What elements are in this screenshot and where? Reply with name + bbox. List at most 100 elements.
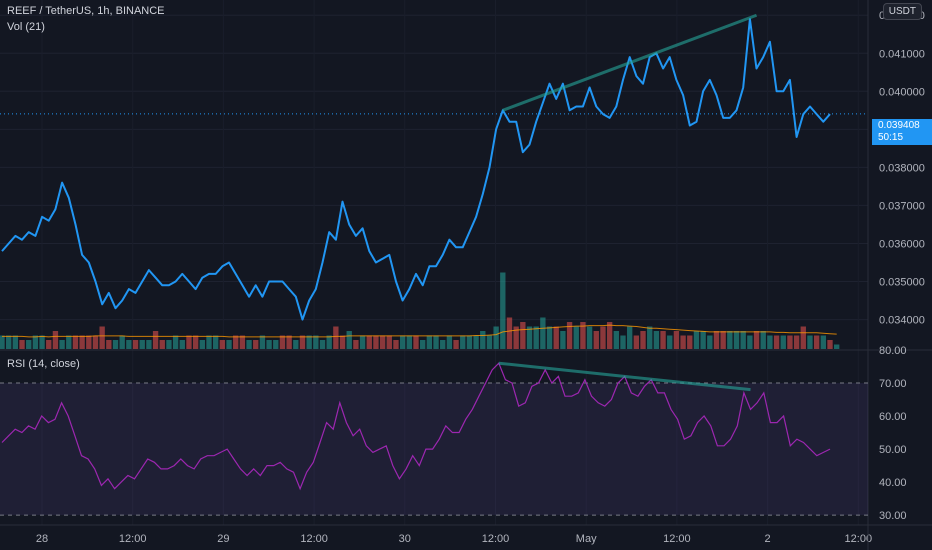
volume-bar (12, 335, 19, 349)
volume-bar (66, 335, 72, 349)
rsi-tick-label: 80.00 (879, 345, 907, 357)
volume-bar (506, 317, 513, 349)
volume-bar (733, 331, 740, 349)
volume-bar (466, 335, 473, 349)
volume-bar (493, 326, 499, 349)
volume-bar (807, 335, 813, 349)
volume-bar (333, 326, 339, 349)
volume-bar (206, 335, 212, 349)
price-tick-label: 0.034000 (879, 315, 925, 327)
currency-button[interactable]: USDT (882, 3, 922, 20)
volume-bar (279, 335, 286, 349)
volume-bar (106, 340, 112, 349)
volume-bar (286, 335, 292, 349)
volume-bar (707, 335, 713, 349)
volume-bar (132, 340, 139, 349)
volume-bar (760, 331, 766, 349)
price-tick-label: 0.041000 (879, 48, 925, 60)
volume-bar (740, 331, 746, 349)
volume-bar (26, 340, 32, 349)
volume-bar (306, 335, 312, 349)
volume-bar (526, 326, 533, 349)
volume-bar (486, 335, 493, 349)
volume-bar (319, 340, 326, 349)
volume-bar (172, 335, 179, 349)
volume-bar (800, 326, 806, 349)
volume-bar (253, 340, 259, 349)
volume-bar (520, 322, 526, 349)
volume-bar (199, 340, 205, 349)
volume-bar (19, 340, 25, 349)
volume-bar (827, 340, 833, 349)
volume-bar (773, 335, 780, 349)
volume-bar (720, 331, 726, 349)
volume-bar (793, 335, 800, 349)
volume-bar (373, 335, 379, 349)
time-tick-label: 12:00 (845, 533, 873, 545)
volume-bar (747, 335, 753, 349)
volume-bar (126, 340, 132, 349)
volume-bar (79, 335, 85, 349)
volume-bar (546, 326, 553, 349)
volume-bar (213, 335, 219, 349)
price-tick-label: 0.040000 (879, 86, 925, 98)
time-tick-label: 28 (36, 533, 48, 545)
volume-bar (119, 335, 125, 349)
volume-bar (353, 340, 359, 349)
volume-bar (226, 340, 232, 349)
volume-bar (233, 335, 239, 349)
volume-bar (326, 335, 332, 349)
volume-bar (86, 335, 92, 349)
rsi-line (1, 362, 831, 491)
rsi-tick-label: 50.00 (879, 444, 907, 456)
volume-bar (259, 335, 266, 349)
volume-bar (680, 335, 686, 349)
volume-bar (426, 335, 433, 349)
volume-bar (379, 335, 386, 349)
time-tick-label: 29 (217, 533, 229, 545)
volume-bar (440, 340, 446, 349)
volume-bar (420, 340, 426, 349)
rsi-legend[interactable]: RSI (14, close) (7, 358, 80, 370)
price-tick-label: 0.037000 (879, 200, 925, 212)
rsi-trendline (498, 361, 751, 392)
symbol-legend[interactable]: REEF / TetherUS, 1h, BINANCE (7, 5, 165, 17)
volume-bar (386, 335, 392, 349)
volume-bar (693, 331, 700, 349)
volume-bar (399, 335, 406, 349)
time-tick-label: May (576, 533, 597, 545)
volume-bar (406, 335, 412, 349)
volume-bar (566, 322, 573, 349)
volume-bar (186, 335, 192, 349)
volume-bar (39, 335, 45, 349)
volume-bar (99, 326, 105, 349)
volume-bar (393, 340, 399, 349)
price-trendline (502, 13, 758, 112)
volume-bar (780, 335, 786, 349)
volume-bar (473, 335, 479, 349)
volume-bar (139, 340, 145, 349)
volume-bar (460, 335, 466, 349)
volume-bar (179, 340, 185, 349)
volume-bar (620, 335, 626, 349)
volume-bar (273, 340, 279, 349)
volume-bar (32, 335, 39, 349)
volume-bar (359, 335, 366, 349)
volume-bar (560, 331, 566, 349)
volume-bar (660, 331, 666, 349)
last-price-value: 0.039408 (878, 120, 920, 131)
volume-bar (159, 340, 165, 349)
volume-bar (700, 331, 706, 349)
volume-bar (813, 335, 820, 349)
volume-bar (366, 335, 372, 349)
volume-bar (586, 326, 593, 349)
volume-bar (313, 335, 319, 349)
volume-bar (480, 331, 486, 349)
volume-bar (46, 340, 52, 349)
volume-legend[interactable]: Vol (21) (7, 21, 45, 33)
volume-bar (553, 326, 559, 349)
volume-bar (513, 326, 519, 349)
volume-bar (713, 331, 720, 349)
price-tick-label: 0.036000 (879, 238, 925, 250)
